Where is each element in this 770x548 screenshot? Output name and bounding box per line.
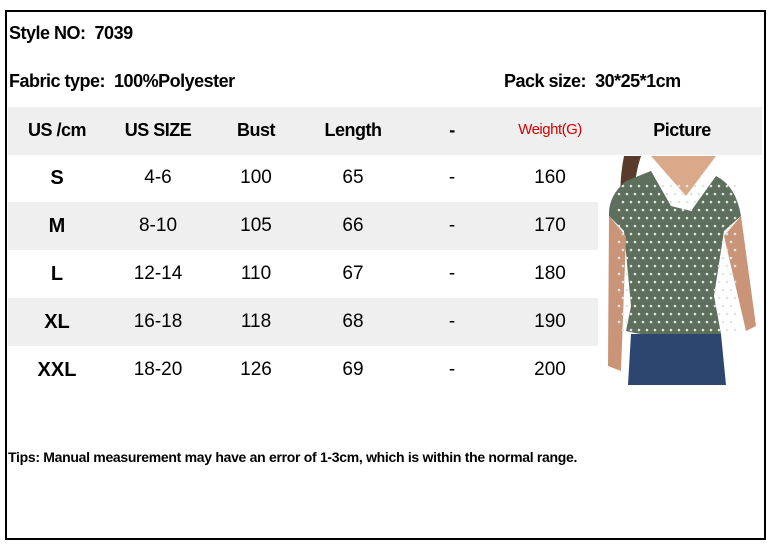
table-cell: L bbox=[50, 263, 64, 285]
table-cell: 126 bbox=[240, 359, 272, 380]
table-cell: 67 bbox=[342, 263, 364, 284]
table-cell: - bbox=[448, 263, 456, 284]
table-cell: - bbox=[448, 215, 456, 236]
table-cell: 12-14 bbox=[133, 263, 183, 284]
column-header: US /cm bbox=[27, 120, 87, 140]
table-cell: 105 bbox=[240, 215, 272, 236]
tips-note: Tips: Manual measurement may have an err… bbox=[8, 449, 578, 465]
column-header: - bbox=[449, 120, 455, 140]
table-cell: 69 bbox=[342, 359, 364, 380]
table-cell: XXL bbox=[37, 359, 77, 381]
table-cell: 118 bbox=[240, 311, 272, 332]
table-cell: 4-6 bbox=[144, 167, 172, 188]
table-cell: M bbox=[48, 215, 66, 237]
table-cell: - bbox=[448, 167, 456, 188]
table-cell: 68 bbox=[342, 311, 364, 332]
header-band bbox=[8, 107, 762, 155]
table-cell: - bbox=[448, 311, 456, 332]
table-cell: 18-20 bbox=[133, 359, 183, 380]
product-picture bbox=[606, 156, 761, 385]
column-header: Length bbox=[324, 120, 383, 140]
table-cell: 190 bbox=[534, 311, 566, 332]
pack-size: Pack size: 30*25*1cm bbox=[504, 71, 681, 91]
fabric-type: Fabric type: 100%Polyester bbox=[9, 71, 235, 91]
table-cell: 66 bbox=[342, 215, 364, 236]
size-chart-frame bbox=[5, 10, 766, 540]
style-number: Style NO: 7039 bbox=[9, 23, 133, 43]
table-cell: - bbox=[448, 359, 456, 380]
table-cell: 8-10 bbox=[138, 215, 178, 236]
row-band-m bbox=[8, 202, 598, 250]
table-cell: 100 bbox=[240, 167, 272, 188]
column-header: US SIZE bbox=[124, 120, 192, 140]
table-cell: 180 bbox=[534, 263, 566, 284]
column-header: Weight(G) bbox=[518, 121, 582, 138]
table-cell: 65 bbox=[342, 167, 364, 188]
table-cell: 16-18 bbox=[133, 311, 183, 332]
table-cell: XL bbox=[44, 311, 70, 333]
row-band-xl bbox=[8, 298, 598, 346]
column-header: Bust bbox=[237, 120, 276, 140]
column-header: Picture bbox=[653, 120, 711, 140]
table-cell: 170 bbox=[534, 215, 566, 236]
table-cell: S bbox=[50, 167, 64, 189]
table-cell: 200 bbox=[534, 359, 566, 380]
table-cell: 110 bbox=[240, 263, 272, 284]
table-cell: 160 bbox=[534, 167, 566, 188]
